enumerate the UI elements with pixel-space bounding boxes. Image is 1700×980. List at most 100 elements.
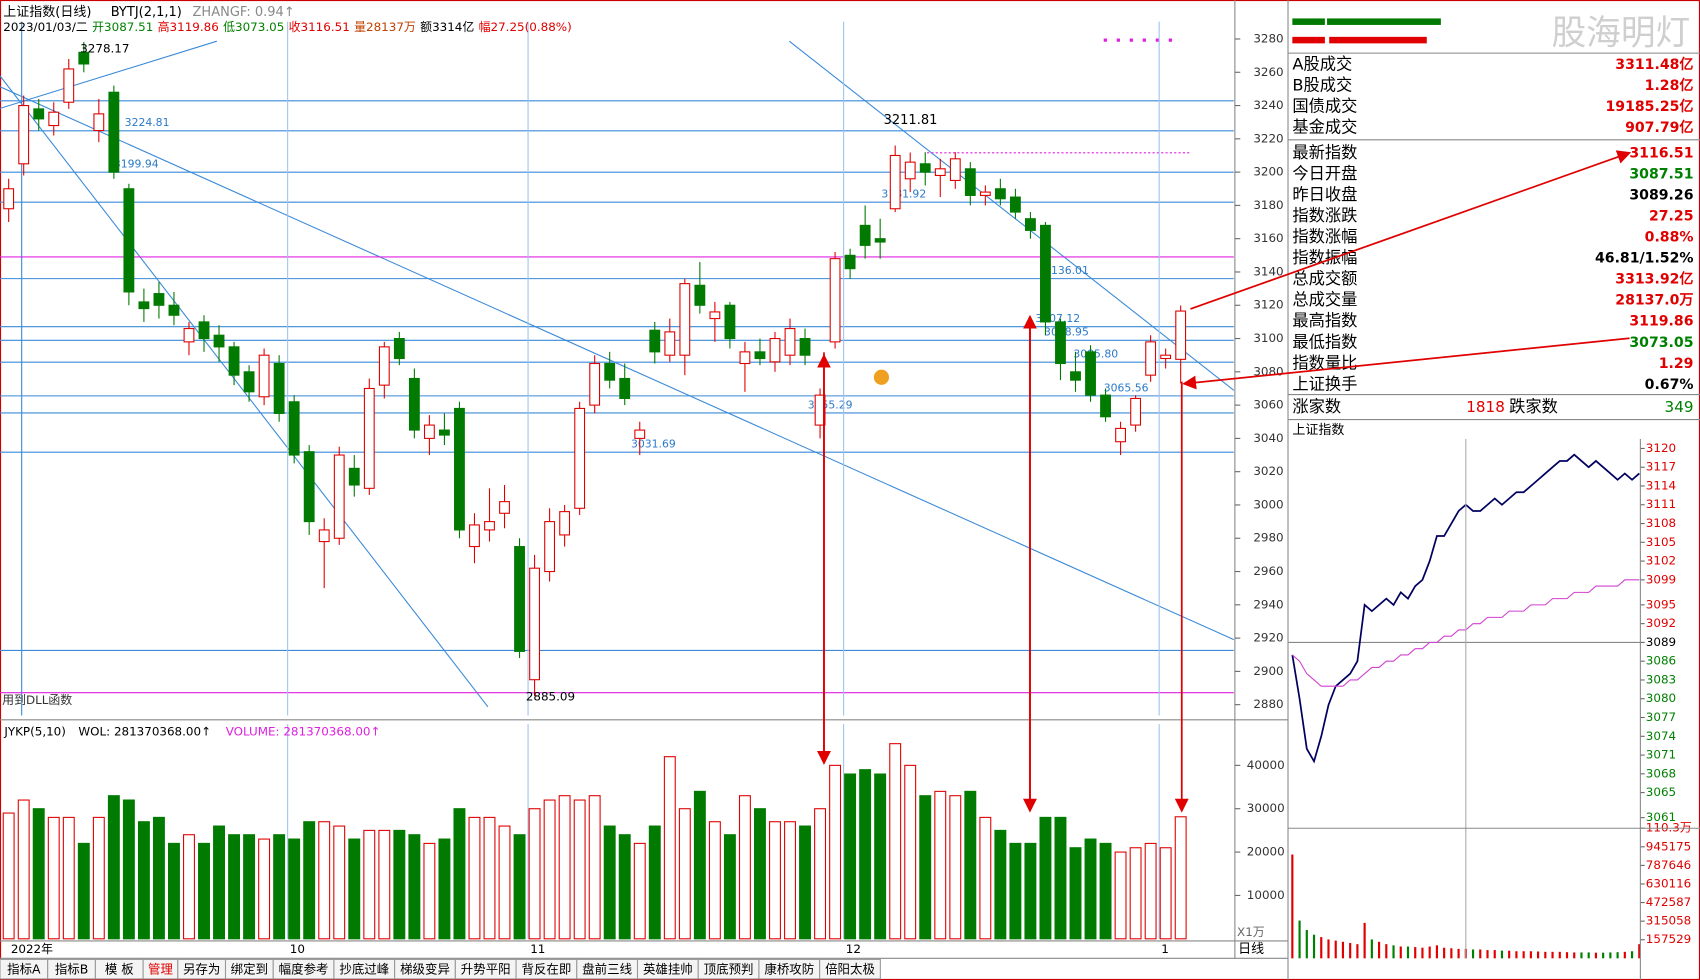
- tab-label[interactable]: 顶底预判: [704, 962, 754, 977]
- level-label: 3031.69: [631, 438, 676, 451]
- bar: [1292, 36, 1325, 44]
- legend: VOLUME: 281370368.00↑: [226, 724, 381, 738]
- tab-label[interactable]: 倍阳太极: [825, 962, 875, 977]
- volume-bar: [603, 825, 616, 940]
- volume-bar: [1159, 847, 1172, 940]
- volume-bar: [1024, 842, 1037, 940]
- row-value: 3089.26: [1629, 188, 1693, 204]
- volume-bar: [859, 769, 872, 940]
- row-value: 3087.51: [1629, 167, 1693, 183]
- candle-body: [1130, 397, 1142, 426]
- volume-bar: [198, 842, 210, 940]
- level-label: 3055.29: [808, 398, 853, 411]
- volume-bar: [814, 808, 827, 940]
- tab-label[interactable]: 背反在即: [522, 962, 572, 977]
- candle-body: [243, 371, 255, 393]
- candle-body: [168, 304, 180, 316]
- candle-body: [1115, 427, 1126, 443]
- up-count: 1818: [1466, 398, 1505, 416]
- row-value: 0.88%: [1645, 230, 1694, 246]
- volume-bar: [753, 808, 766, 940]
- period-button[interactable]: 日线: [1238, 942, 1264, 957]
- candle-body: [739, 351, 751, 365]
- legend: WOL: 281370368.00↑: [78, 724, 211, 738]
- candle-body: [198, 321, 210, 340]
- volume-bar: [964, 790, 977, 940]
- x-tick-label: 2022年: [11, 942, 53, 956]
- candle-body: [949, 158, 961, 181]
- candle-body: [874, 238, 886, 243]
- volume-bar: [258, 838, 271, 940]
- tab-label[interactable]: 指标A: [7, 962, 41, 977]
- volume-bar: [799, 825, 811, 940]
- tab-label[interactable]: 另存为: [183, 962, 220, 977]
- candle-body: [303, 451, 315, 523]
- candle-body: [213, 334, 225, 348]
- tab-label[interactable]: 指标B: [55, 962, 88, 977]
- y-tick-label: 3095: [1646, 597, 1676, 611]
- row-label: B股成交: [1292, 76, 1352, 95]
- candle-body: [378, 346, 390, 386]
- y-tick-label: 10000: [1247, 888, 1285, 902]
- row-label: 最高指数: [1292, 311, 1357, 330]
- volume-bar: [1114, 851, 1127, 940]
- quote-label: 幅: [479, 20, 491, 34]
- y-tick-label: 472587: [1646, 895, 1691, 909]
- candle-body: [1070, 371, 1081, 381]
- candle-body: [814, 394, 826, 426]
- y-tick-label: 3260: [1253, 65, 1283, 79]
- tab-label[interactable]: 模 板: [105, 962, 134, 977]
- tab-label[interactable]: 梯级变异: [400, 962, 450, 977]
- volume-bar: [32, 808, 45, 940]
- candle-body: [1009, 196, 1021, 213]
- down-count: 349: [1665, 398, 1694, 416]
- volume-bar: [92, 816, 105, 940]
- row-value: 1.29: [1659, 356, 1694, 372]
- candle-body: [423, 424, 435, 439]
- y-tick-label: 3240: [1253, 98, 1283, 112]
- tab[interactable]: [819, 958, 881, 980]
- volume-bar: [738, 795, 751, 940]
- row-value: 28137.0万: [1615, 293, 1693, 309]
- volume-bar: [678, 808, 691, 940]
- candle-body: [108, 91, 120, 173]
- volume-bar: [77, 842, 90, 940]
- tab-label[interactable]: 升势平阳: [461, 962, 511, 977]
- quote-label: 低: [223, 20, 235, 34]
- volume-bar: [558, 795, 571, 940]
- candle-body: [18, 105, 30, 165]
- level-label: 3224.81: [125, 116, 170, 129]
- icon: [873, 369, 890, 385]
- tab-label[interactable]: 英雄挂帅: [643, 962, 693, 977]
- tab-label[interactable]: 管理: [148, 962, 173, 977]
- candle-body: [679, 283, 691, 356]
- y-tick-label: 157529: [1646, 932, 1691, 946]
- tab-label[interactable]: 幅度参考: [279, 962, 329, 977]
- tab-label[interactable]: 抄底过峰: [339, 962, 389, 977]
- volume-bar: [393, 829, 406, 940]
- tab-label[interactable]: 绑定到: [231, 962, 268, 977]
- volume-bar: [1144, 842, 1157, 940]
- volume-bar: [618, 834, 631, 940]
- candle-body: [438, 429, 450, 436]
- volume-bar: [303, 821, 316, 940]
- tab-label[interactable]: 盘前三线: [582, 962, 632, 977]
- row-label: 最新指数: [1292, 143, 1357, 162]
- volume-bar: [107, 795, 120, 940]
- y-tick-label: 3040: [1253, 431, 1283, 445]
- volume-bar: [949, 795, 962, 940]
- candle-body: [919, 163, 931, 173]
- level-label: 3098.95: [1044, 326, 1089, 339]
- volume-bar: [2, 812, 15, 940]
- volume-bar: [829, 764, 842, 940]
- tab-label[interactable]: 康桥攻防: [764, 962, 814, 977]
- y-tick-label: 3077: [1646, 710, 1676, 724]
- candle-body: [63, 68, 75, 103]
- candle-body: [153, 293, 165, 306]
- volume-bar: [1039, 816, 1052, 940]
- y-tick-label: 3108: [1646, 516, 1676, 530]
- candle-body: [454, 407, 465, 531]
- candle-body: [258, 354, 270, 398]
- quote-label: 额: [420, 20, 432, 34]
- candle-body: [859, 224, 871, 246]
